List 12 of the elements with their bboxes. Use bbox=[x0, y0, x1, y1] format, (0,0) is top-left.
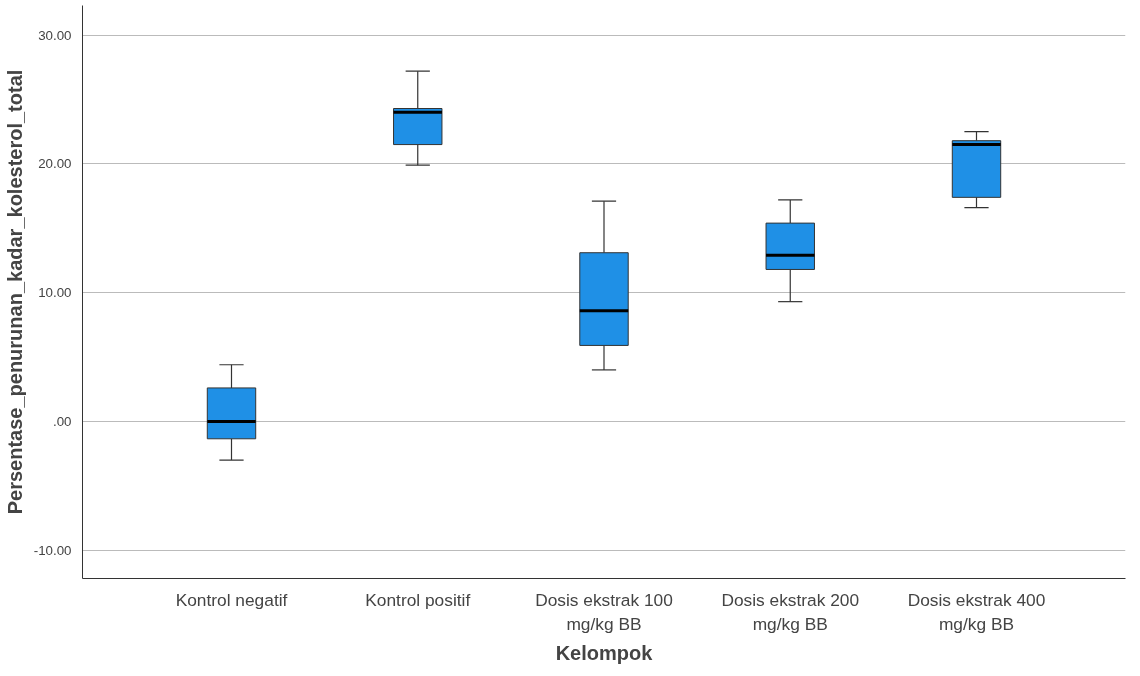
y-tick-label: -10.00 bbox=[33, 542, 72, 558]
y-axis-title: Persentase_penurunan_kadar_kolesterol_total bbox=[3, 69, 26, 515]
x-tick-label: Dosis ekstrak 100 mg/kg BB bbox=[535, 589, 673, 634]
x-tick-label: Kontrol positif bbox=[365, 589, 471, 610]
x-axis-title: Kelompok bbox=[555, 641, 654, 664]
x-tick-label: Dosis ekstrak 400 mg/kg BB bbox=[907, 589, 1046, 634]
y-tick-label: 10.00 bbox=[38, 285, 72, 301]
x-tick-label: Dosis ekstrak 200 mg/kg BB bbox=[721, 589, 860, 634]
y-tick-label: 20.00 bbox=[38, 156, 72, 172]
x-tick-label: Kontrol negatif bbox=[175, 589, 288, 610]
y-tick-label: .00 bbox=[52, 413, 72, 429]
y-tick-label: 30.00 bbox=[38, 27, 72, 43]
